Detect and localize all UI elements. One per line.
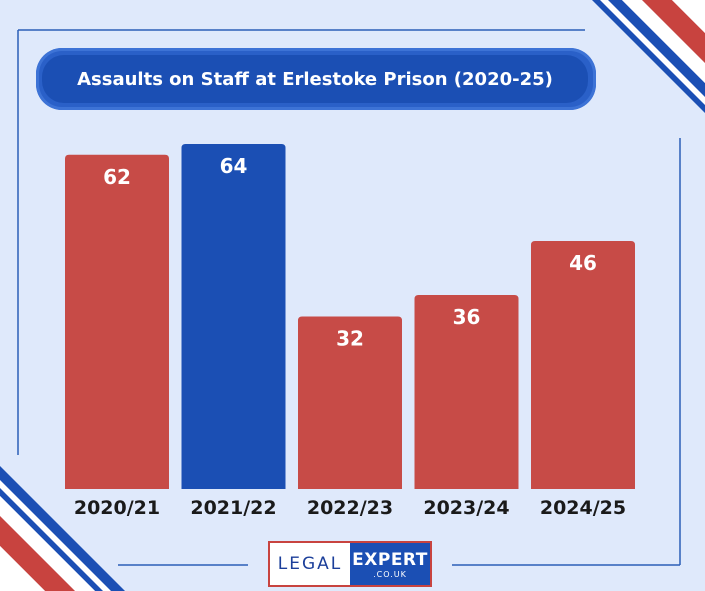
- category-label: 2022/23: [307, 497, 393, 519]
- bar-value-label: 36: [453, 305, 481, 329]
- stripes-bottom-left: [0, 466, 125, 591]
- bar-2024-25: [531, 241, 635, 489]
- category-label-group: 2020/21 2021/22 2022/23 2023/24 2024/25: [74, 497, 626, 519]
- stripes-top-right: [592, 0, 705, 113]
- bar-value-label: 64: [220, 154, 248, 178]
- bar-2022-23: [298, 316, 402, 489]
- logo-legal-text: LEGAL: [270, 543, 350, 585]
- category-label: 2023/24: [423, 497, 509, 519]
- logo-expert-text: EXPERT: [352, 549, 428, 570]
- legal-expert-logo: LEGAL EXPERT .CO.UK: [268, 541, 432, 587]
- chart-title: Assaults on Staff at Erlestoke Prison (2…: [42, 55, 588, 103]
- bar-2021-22: [181, 144, 286, 489]
- category-label: 2021/22: [190, 497, 276, 519]
- bar-value-label: 32: [336, 327, 364, 351]
- bar-value-label: 62: [103, 165, 131, 189]
- bar-value-label: 46: [569, 251, 597, 275]
- category-label: 2024/25: [540, 497, 626, 519]
- bar-2020-21: [65, 154, 169, 489]
- value-label-group: 62 64 32 36 46: [103, 154, 597, 351]
- bar-2023-24: [414, 294, 519, 489]
- bar-group: [65, 144, 635, 489]
- logo-expert-block: EXPERT .CO.UK: [350, 543, 430, 585]
- logo-domain-text: .CO.UK: [373, 569, 407, 579]
- category-label: 2020/21: [74, 497, 160, 519]
